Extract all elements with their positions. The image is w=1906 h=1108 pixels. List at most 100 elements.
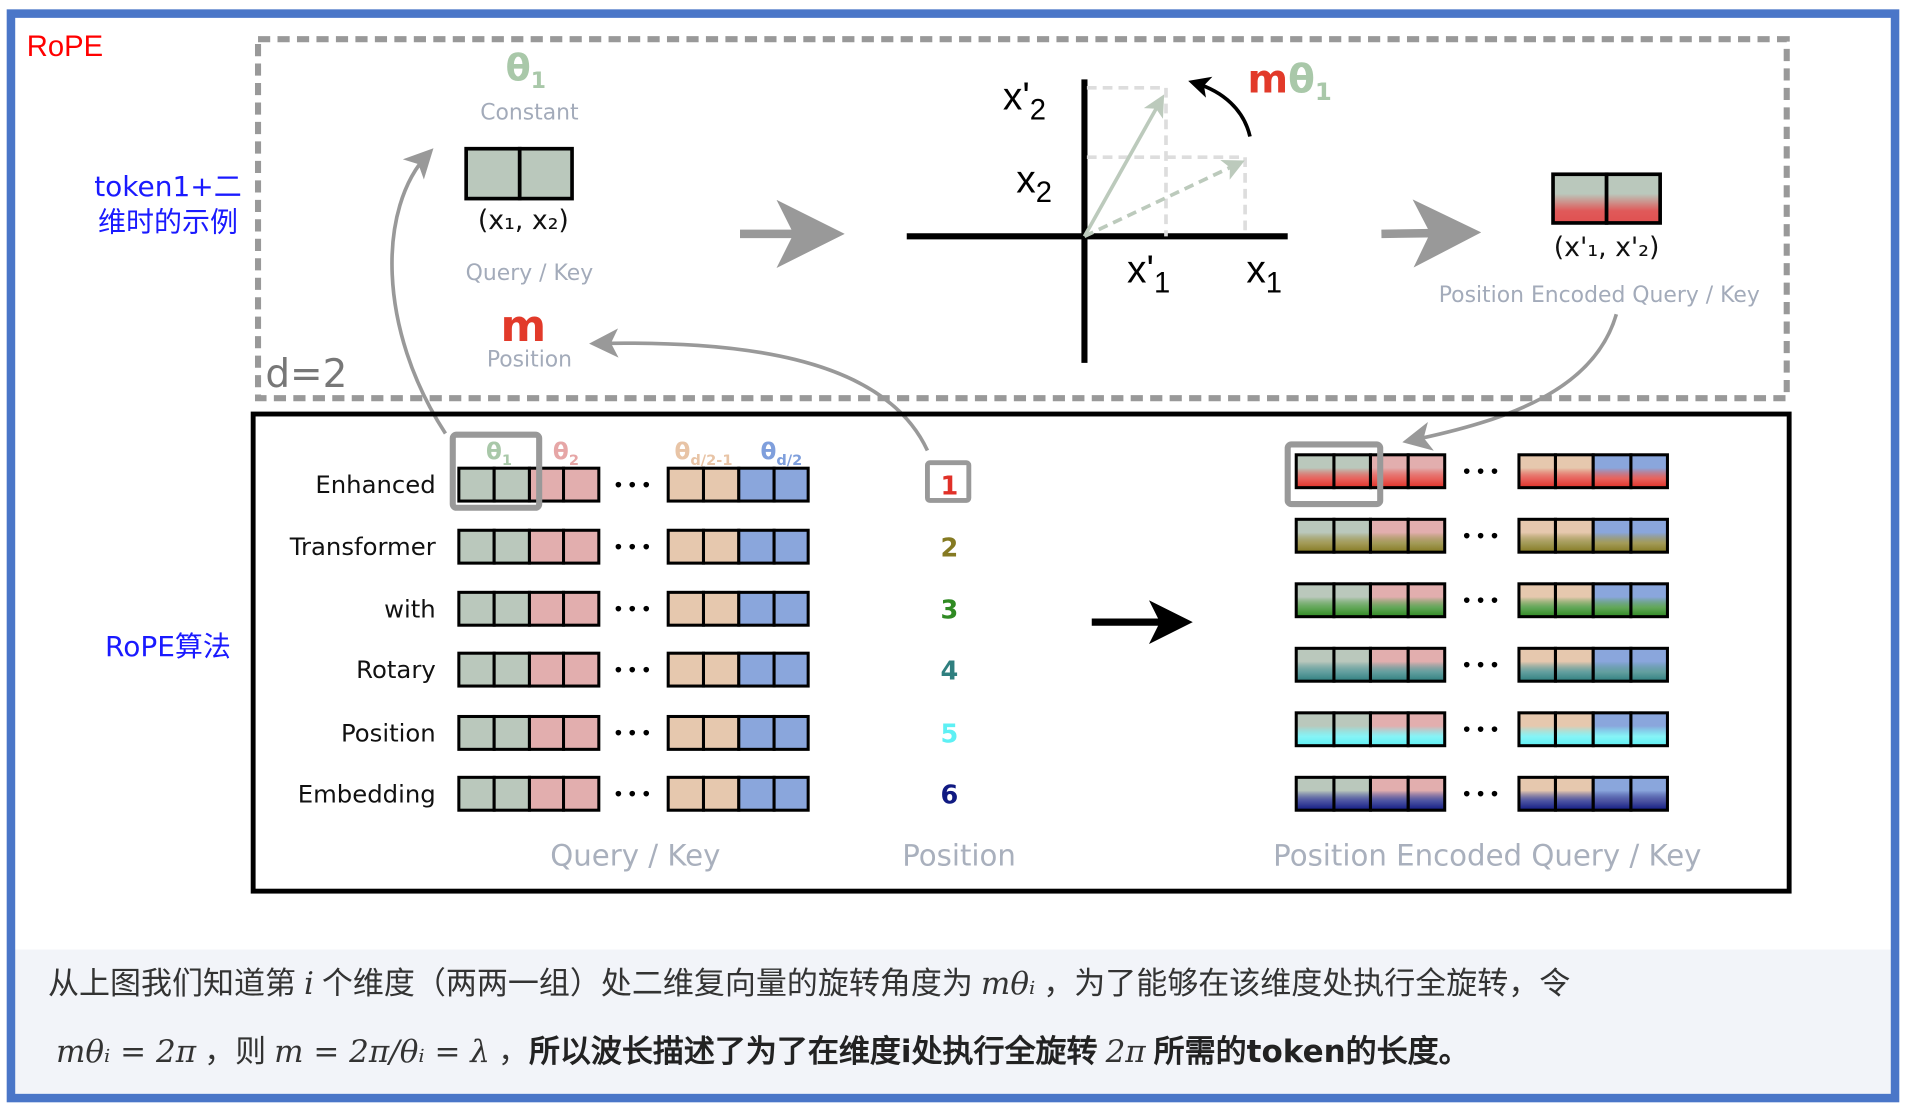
vector-cell bbox=[1406, 711, 1447, 748]
encoded-vector-row: ••• bbox=[1294, 582, 1669, 619]
caption-text: ，则 bbox=[204, 1034, 267, 1070]
position-number: 3 bbox=[940, 596, 958, 626]
vector-cell bbox=[527, 651, 566, 688]
caption-text: ， bbox=[497, 1034, 529, 1070]
position-number: 2 bbox=[940, 533, 958, 563]
query-key-vector-row: ••• bbox=[457, 466, 810, 503]
vector-cell bbox=[1332, 646, 1372, 683]
vector-cell bbox=[492, 651, 531, 688]
vector-cell bbox=[1368, 582, 1410, 619]
query-key-vector-label: (x₁, x₂) bbox=[478, 205, 569, 236]
bottom-position-label: Position bbox=[902, 839, 1016, 873]
axis-label-x2: x2 bbox=[1016, 159, 1052, 210]
rotation-arrow bbox=[1188, 76, 1252, 137]
vector-cell bbox=[737, 651, 776, 688]
theta-headers: θ1 θ2 θd/2-1 θd/2 bbox=[486, 439, 802, 469]
outer-frame bbox=[6, 9, 1900, 1103]
ellipsis: ••• bbox=[613, 659, 655, 682]
vector-cell bbox=[1629, 582, 1669, 619]
position-label: Position bbox=[487, 348, 572, 373]
highlight-theta1-pair bbox=[449, 431, 543, 511]
highlight-encoded-pair bbox=[1284, 441, 1384, 508]
vector-cell bbox=[701, 651, 741, 688]
encoded-query-key-label: Position Encoded Query / Key bbox=[1439, 283, 1760, 308]
vector-cell bbox=[457, 590, 496, 627]
axis-label-x1: x1 bbox=[1246, 249, 1282, 300]
vector-cell bbox=[1591, 711, 1633, 748]
vector-cell bbox=[1517, 646, 1557, 683]
highlight-position-1 bbox=[925, 460, 972, 503]
position-number: 5 bbox=[940, 720, 958, 750]
vector-cell bbox=[457, 714, 496, 751]
position-m-symbol: m bbox=[501, 301, 547, 352]
query-key-vector-row: ••• bbox=[457, 651, 810, 688]
vector-cell bbox=[1294, 453, 1336, 490]
two-d-example-panel bbox=[254, 36, 1790, 402]
math-m-theta-i: mθᵢ bbox=[980, 966, 1036, 1002]
encoded-rows: ••• ••• ••• ••• ••• ••• bbox=[1294, 453, 1669, 812]
vector-cell bbox=[1332, 711, 1372, 748]
vector-cell bbox=[1553, 517, 1595, 554]
vector-cell bbox=[1406, 775, 1447, 812]
math-2pi: 2π bbox=[1105, 1034, 1146, 1070]
vector-cell bbox=[1629, 775, 1669, 812]
vector-cell bbox=[1332, 582, 1372, 619]
vector-cell bbox=[772, 466, 810, 503]
query-key-rows: Enhanced ••• 1 Transformer ••• 2 with ••• 3 Rotar… bbox=[289, 466, 958, 812]
math-full-rotation: mθᵢ = 2π bbox=[56, 1034, 197, 1070]
vector-cell bbox=[1332, 453, 1372, 490]
vector-cell bbox=[492, 714, 531, 751]
vector-cell bbox=[666, 528, 706, 565]
rotated-vector bbox=[1082, 94, 1165, 238]
theta-header: θ2 bbox=[553, 439, 579, 469]
axis-label-x1-prime: x'1 bbox=[1127, 249, 1170, 300]
vector-cell bbox=[772, 590, 810, 627]
algorithm-label: RoPE算法 bbox=[105, 630, 231, 663]
vector-cell bbox=[1553, 775, 1595, 812]
token-word: with bbox=[384, 594, 436, 623]
vector-cell bbox=[1406, 582, 1447, 619]
encoded-vector-row: ••• bbox=[1294, 775, 1669, 812]
vector-cell bbox=[562, 466, 601, 503]
vector-cell bbox=[737, 714, 776, 751]
vector-cell bbox=[562, 714, 601, 751]
curve-to-encoded-row bbox=[1402, 313, 1619, 451]
vector-cell bbox=[562, 651, 601, 688]
vector-cell bbox=[666, 714, 706, 751]
vector-cell bbox=[737, 528, 776, 565]
vector-cell bbox=[1591, 582, 1633, 619]
constant-label: Constant bbox=[480, 100, 579, 125]
caption-background bbox=[12, 949, 1894, 1094]
example-label-line1: token1+二 bbox=[94, 170, 242, 203]
ellipsis: ••• bbox=[1461, 719, 1503, 742]
math-wavelength: m = 2π/θᵢ = λ bbox=[274, 1034, 490, 1070]
caption-line-2: mθᵢ = 2π ，则 m = 2π/θᵢ = λ ，所以波长描述了为了在维度i处执行… bbox=[48, 1026, 1470, 1071]
vector-cell bbox=[1294, 517, 1336, 554]
vector-cell bbox=[1517, 775, 1557, 812]
vector-cell bbox=[1368, 646, 1410, 683]
vector-cell bbox=[1629, 711, 1669, 748]
vector-cell bbox=[1553, 711, 1595, 748]
vector-cell bbox=[1629, 646, 1669, 683]
caption-line-1: 从上图我们知道第 i 个维度（两两一组）处二维复向量的旋转角度为 mθᵢ ，为了能够在该… bbox=[48, 958, 1570, 1003]
dimension-label: d=2 bbox=[265, 352, 347, 397]
bottom-encoded-label: Position Encoded Query / Key bbox=[1273, 839, 1701, 873]
vector-cell bbox=[492, 528, 531, 565]
example-label-line2: 维时的示例 bbox=[98, 205, 238, 238]
vector-cell bbox=[527, 590, 566, 627]
vector-cell bbox=[1294, 646, 1336, 683]
ellipsis: ••• bbox=[613, 474, 655, 497]
vector-cell bbox=[701, 528, 741, 565]
vector-cell bbox=[527, 528, 566, 565]
vector-cell bbox=[1517, 711, 1557, 748]
encoded-vector-label: (x'₁, x'₂) bbox=[1554, 232, 1660, 263]
vector-cell bbox=[1332, 775, 1372, 812]
vector-cell bbox=[737, 590, 776, 627]
vector-cell bbox=[1368, 711, 1410, 748]
axis-label-x2-prime: x'2 bbox=[1003, 76, 1046, 127]
vector-cell bbox=[562, 590, 601, 627]
vector-cell bbox=[1406, 646, 1447, 683]
encoded-vector-row: ••• bbox=[1294, 711, 1669, 748]
token-word: Position bbox=[341, 718, 436, 747]
vector-cell bbox=[492, 466, 531, 503]
